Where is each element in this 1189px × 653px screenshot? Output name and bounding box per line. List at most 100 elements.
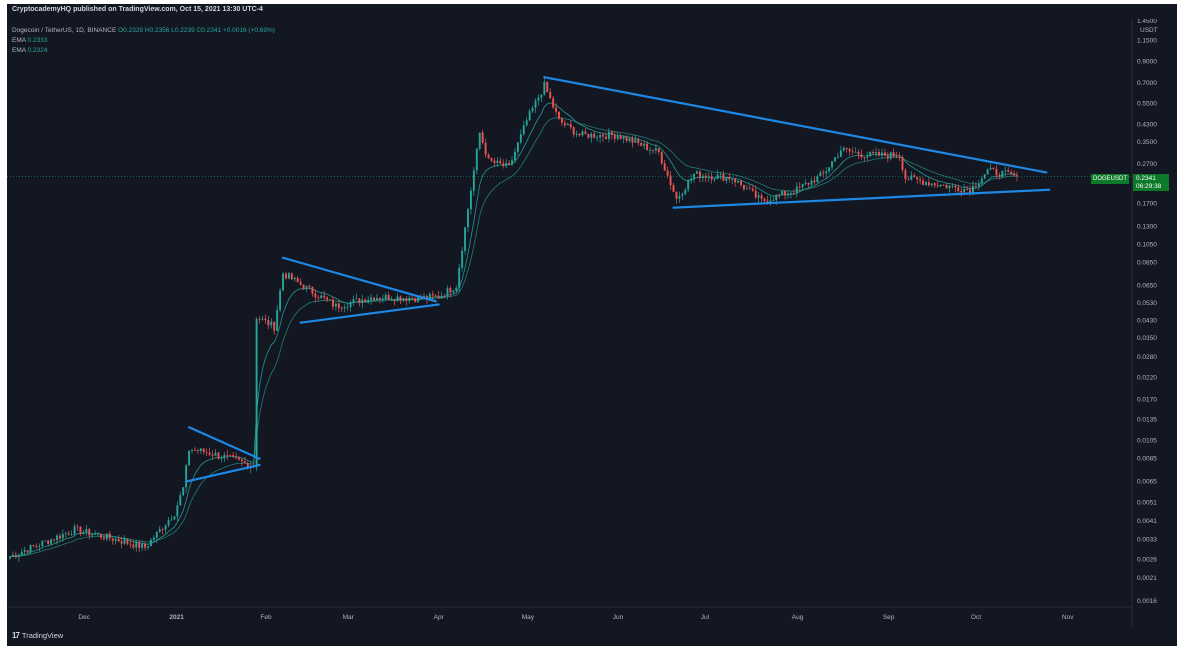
candle-body [813, 180, 816, 183]
candle-body [367, 299, 370, 303]
candle-body [481, 132, 484, 143]
x-tick-label: Jul [701, 614, 710, 621]
candle-body [698, 171, 701, 178]
trendline [299, 303, 440, 324]
candle-body [285, 273, 287, 279]
candle-body [53, 539, 55, 541]
candle-body [464, 227, 467, 251]
tradingview-brand: TradingView [21, 631, 64, 640]
candle-body [1007, 170, 1010, 173]
candle-body [710, 176, 713, 180]
candle-body [784, 190, 787, 196]
candle-body [748, 188, 751, 190]
ema1-value: 0.2333 [27, 37, 48, 44]
candle-body [804, 182, 807, 185]
candle-body [895, 156, 898, 158]
candle-body [719, 174, 722, 175]
y-tick-label: 1.1500 [1137, 38, 1157, 45]
candle-body [496, 160, 499, 163]
candle-body [696, 171, 698, 174]
trendline [281, 256, 437, 303]
candle-body [82, 532, 85, 534]
candle-body [97, 533, 100, 535]
candle-body [760, 195, 763, 199]
candle-body [713, 179, 716, 180]
candle-body [493, 160, 496, 163]
price-chart[interactable]: 1.4500 1.1500 0.9000 0.7000 0.5500 0.4300 0.35… [7, 19, 1177, 627]
candle-body [872, 152, 875, 154]
x-tick-label: Mar [343, 614, 355, 621]
candle-body [690, 178, 693, 181]
candle-body [232, 455, 235, 457]
candle-body [930, 183, 933, 186]
y-tick-label: 0.3500 [1137, 139, 1157, 146]
candle-body [508, 162, 511, 165]
candle-body [220, 457, 223, 459]
candle-body [607, 131, 610, 139]
candle-body [317, 297, 320, 299]
candle-body [340, 307, 343, 309]
candle-body [67, 533, 70, 535]
candle-body [279, 290, 282, 311]
candle-body [916, 177, 919, 180]
candle-body [737, 180, 740, 183]
candle-body [569, 123, 572, 128]
candle-body [437, 295, 440, 299]
candle-body [117, 538, 120, 542]
candle-body [974, 185, 977, 187]
candle-body [898, 157, 901, 158]
candle-body [70, 534, 73, 536]
candle-body [79, 526, 82, 534]
candle-body [446, 288, 449, 297]
candle-body [892, 152, 895, 157]
candle-body [549, 92, 552, 99]
candle-body [364, 299, 367, 303]
candle-body [343, 307, 346, 309]
candle-body [173, 516, 176, 520]
candle-body [132, 544, 135, 548]
candle-body [528, 111, 531, 121]
candle-body [822, 172, 825, 174]
candle-body [431, 294, 434, 296]
candle-body [913, 175, 916, 178]
tradingview-footer[interactable]: 17 TradingView [12, 631, 63, 640]
candle-body [842, 147, 845, 151]
candle-body [11, 554, 14, 557]
candle-body [836, 156, 839, 158]
candle-body [766, 200, 769, 203]
candle-body [85, 528, 88, 533]
candle-body [276, 310, 279, 331]
candle-body [889, 152, 892, 159]
candle-body [831, 161, 833, 168]
candle-body [763, 198, 766, 201]
candle-body [129, 543, 132, 545]
candle-body [20, 551, 23, 555]
candle-body [287, 273, 290, 279]
candle-body [329, 299, 331, 301]
y-tick-label: 0.1300 [1137, 223, 1157, 230]
candle-body [519, 134, 522, 143]
candle-body [26, 550, 29, 553]
legend-row-ema1[interactable]: EMA 0.2333 [12, 37, 47, 44]
legend-row-ema2[interactable]: EMA 0.2324 [12, 47, 47, 54]
candle-body [593, 133, 596, 138]
candle-body [740, 180, 742, 185]
candle-body [575, 134, 578, 135]
x-tick-label: 2021 [169, 614, 184, 621]
candle-body [370, 297, 373, 300]
candle-body [657, 148, 660, 152]
y-tick-label: 0.0051 [1137, 499, 1157, 506]
candle-body [734, 179, 737, 183]
candle-body [992, 167, 995, 170]
ema-slow-line [9, 117, 1018, 557]
candle-body [666, 170, 669, 176]
candle-body [105, 533, 108, 540]
candle-body [707, 176, 710, 178]
candle-body [185, 465, 188, 488]
candle-body [825, 171, 828, 174]
candle-body [751, 188, 754, 191]
candle-body [155, 531, 158, 538]
candle-body [188, 450, 191, 466]
y-tick-label: 0.0170 [1137, 397, 1157, 404]
tradingview-logo-icon: 17 [12, 631, 20, 640]
